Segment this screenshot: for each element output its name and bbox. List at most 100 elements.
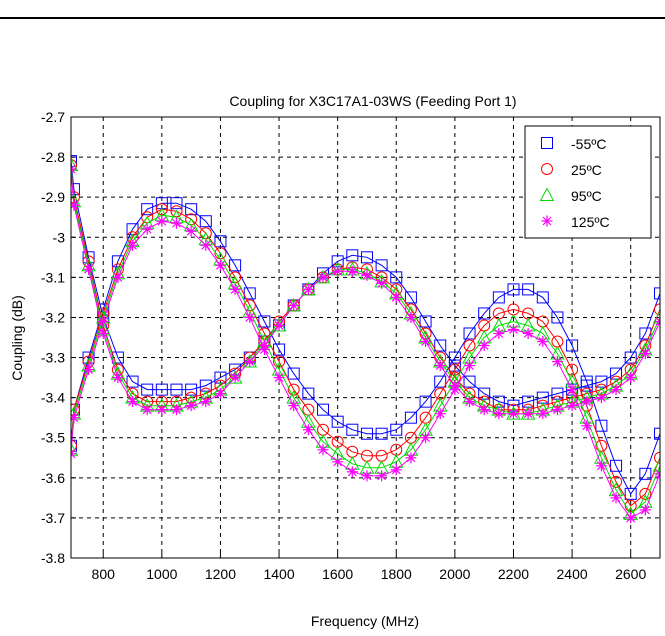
data-point <box>361 470 373 482</box>
data-point <box>170 217 182 229</box>
series-line <box>71 165 660 415</box>
data-point <box>654 451 660 464</box>
data-point <box>639 327 652 340</box>
data-point <box>551 404 563 416</box>
data-point <box>288 299 300 311</box>
data-point <box>652 309 660 324</box>
data-point <box>288 400 300 412</box>
data-point <box>141 404 153 416</box>
data-point <box>112 271 124 283</box>
data-point <box>185 400 197 412</box>
data-point <box>405 452 417 464</box>
data-point <box>112 372 124 384</box>
y-tick-label: -3.1 <box>41 269 65 285</box>
data-point <box>654 427 660 440</box>
data-point <box>244 311 256 323</box>
data-point <box>317 444 329 456</box>
y-tick-label: -3.3 <box>41 350 65 366</box>
data-point <box>507 283 520 296</box>
data-point <box>243 287 256 300</box>
plot-frame <box>70 116 661 559</box>
data-point <box>449 384 461 396</box>
y-tick-label: -2.7 <box>41 109 65 125</box>
chart-title: Coupling for X3C17A1-03WS (Feeding Port … <box>229 93 516 109</box>
data-point <box>71 412 80 424</box>
x-tick-label: 1000 <box>146 566 177 582</box>
data-point <box>346 265 358 277</box>
data-point <box>595 392 607 404</box>
y-tick-label: -3 <box>53 229 66 245</box>
data-point <box>537 408 549 420</box>
data-point <box>405 311 417 323</box>
data-point <box>566 384 578 396</box>
y-tick-label: -3.8 <box>41 550 65 566</box>
data-point <box>390 271 403 284</box>
data-point <box>200 239 212 251</box>
data-point <box>390 464 402 476</box>
data-point <box>492 395 505 408</box>
data-point <box>654 287 660 300</box>
data-point <box>375 259 388 272</box>
data-point <box>71 199 80 211</box>
data-point <box>404 411 417 424</box>
data-point <box>258 315 271 328</box>
x-tick-label: 1400 <box>263 566 294 582</box>
data-point <box>71 439 77 452</box>
x-tick-label: 2600 <box>615 566 646 582</box>
data-point <box>390 423 403 436</box>
data-point <box>581 396 593 408</box>
data-point <box>170 404 182 416</box>
data-point <box>464 360 476 372</box>
data-point <box>419 395 432 408</box>
data-point <box>610 475 623 488</box>
data-point <box>360 427 373 440</box>
data-point <box>654 303 660 316</box>
data-point <box>610 492 622 504</box>
x-tick-label: 2400 <box>557 566 588 582</box>
data-point <box>127 239 139 251</box>
data-point <box>185 203 198 216</box>
data-point <box>493 327 505 339</box>
series-line <box>71 220 660 519</box>
data-point <box>360 251 373 264</box>
data-point <box>434 339 447 352</box>
data-point <box>463 327 476 340</box>
data-point <box>625 512 637 524</box>
legend-marker <box>541 215 553 227</box>
data-point <box>652 458 660 472</box>
data-point <box>624 499 637 512</box>
data-point <box>610 384 622 396</box>
x-tick-label: 2000 <box>439 566 470 582</box>
data-point <box>580 375 593 388</box>
data-point <box>639 487 652 500</box>
data-point <box>287 367 300 380</box>
data-point <box>97 315 109 327</box>
data-point <box>654 468 660 480</box>
data-point <box>507 323 519 335</box>
data-point <box>346 423 359 436</box>
data-point <box>463 375 476 388</box>
data-point <box>419 315 432 328</box>
x-tick-label: 1600 <box>322 566 353 582</box>
data-point <box>71 157 79 172</box>
y-tick-label: -3.2 <box>41 309 65 325</box>
data-point <box>273 343 286 356</box>
data-point <box>522 283 535 296</box>
data-point <box>273 372 285 384</box>
data-point <box>185 225 197 237</box>
legend-marker <box>541 137 553 149</box>
data-point <box>229 372 241 384</box>
data-point <box>507 408 519 420</box>
x-axis-label: Frequency (MHz) <box>311 613 419 629</box>
data-point <box>214 259 226 271</box>
data-point <box>639 348 651 360</box>
series-line <box>71 161 660 407</box>
data-point <box>654 315 660 327</box>
x-tick-label: 2200 <box>498 566 529 582</box>
data-point <box>71 448 77 460</box>
y-tick-label: -2.9 <box>41 189 65 205</box>
data-point <box>434 375 447 388</box>
x-tick-label: 1200 <box>205 566 236 582</box>
data-point <box>83 263 95 275</box>
data-point <box>126 375 139 388</box>
